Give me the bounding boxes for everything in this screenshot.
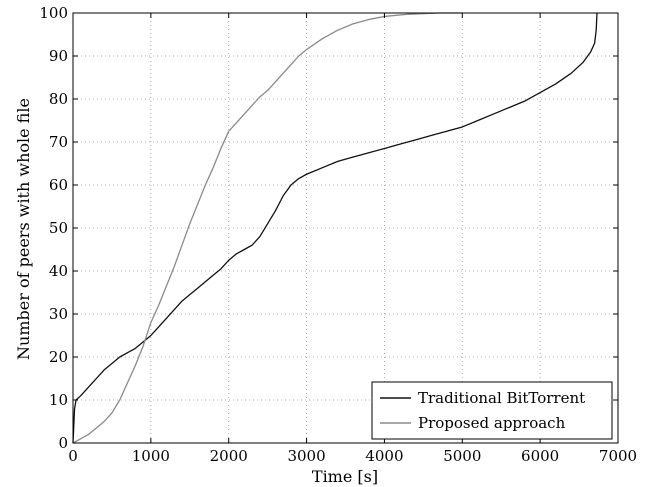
x-tick-label: 7000 xyxy=(599,447,637,465)
x-tick-label: 1000 xyxy=(132,447,170,465)
legend-label-proposed-approach: Proposed approach xyxy=(418,414,566,432)
y-tick-label: 80 xyxy=(49,90,68,108)
x-tick-label: 2000 xyxy=(210,447,248,465)
y-tick-label: 70 xyxy=(49,133,68,151)
y-tick-label: 20 xyxy=(49,348,68,366)
y-axis-label: Number of peers with whole file xyxy=(14,98,33,360)
x-tick-label: 3000 xyxy=(287,447,325,465)
x-tick-label: 6000 xyxy=(521,447,559,465)
y-tick-label: 50 xyxy=(49,219,68,237)
x-tick-label: 0 xyxy=(68,447,78,465)
y-tick-label: 60 xyxy=(49,176,68,194)
series-line-traditional-bittorrent xyxy=(72,12,598,444)
y-tick-label: 40 xyxy=(49,262,68,280)
series-lines xyxy=(72,12,598,444)
y-tick-label: 30 xyxy=(49,305,68,323)
y-tick-label: 10 xyxy=(49,391,68,409)
legend-box xyxy=(371,381,613,440)
series-line-proposed-approach xyxy=(72,12,463,444)
tick-labels: 0 1000 2000 3000 4000 5000 6000 7000 0 10 20 30 40 50… xyxy=(39,4,637,465)
y-tick-label: 0 xyxy=(58,434,68,452)
legend: Traditional BitTorrent Proposed approach xyxy=(371,381,613,440)
legend-label-traditional-bittorrent: Traditional BitTorrent xyxy=(418,389,585,407)
grid xyxy=(73,13,618,443)
y-tick-label: 90 xyxy=(49,47,68,65)
x-tick-label: 4000 xyxy=(365,447,403,465)
y-tick-label: 100 xyxy=(39,4,68,22)
axes xyxy=(72,12,619,444)
x-axis-label: Time [s] xyxy=(312,467,378,486)
x-tick-label: 5000 xyxy=(443,447,481,465)
